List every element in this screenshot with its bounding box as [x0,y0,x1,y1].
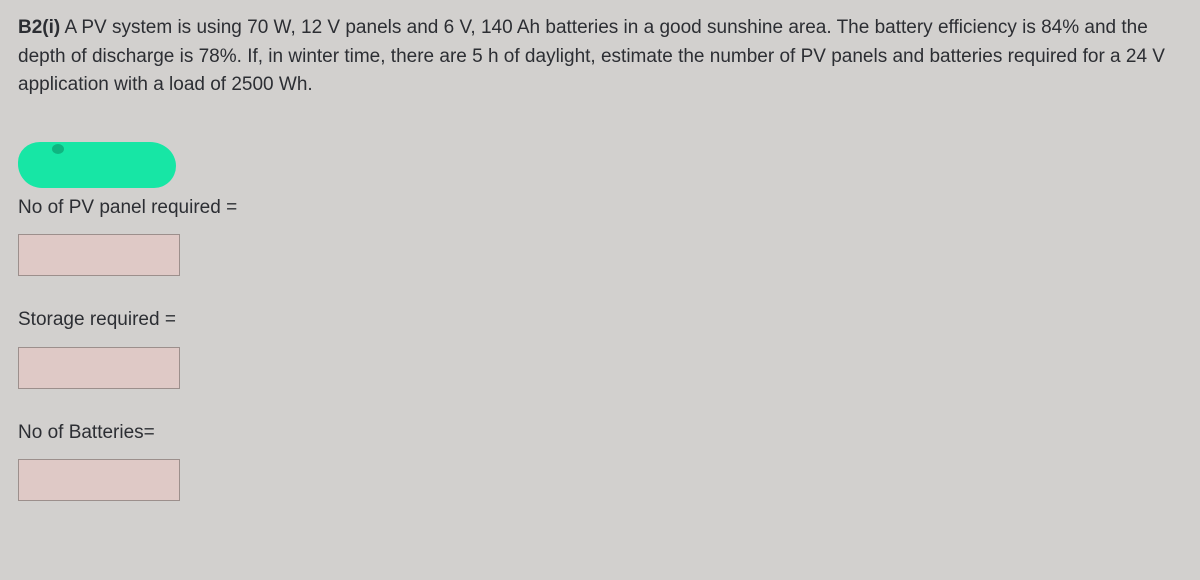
pv-panels-label: No of PV panel required = [18,194,1182,223]
batteries-label: No of Batteries= [18,419,1182,448]
question-body: A PV system is using 70 W, 12 V panels a… [18,17,1165,95]
question-text: B2(i) A PV system is using 70 W, 12 V pa… [18,14,1182,100]
field-storage: Storage required = [18,306,1182,389]
field-pv-panels: No of PV panel required = [18,194,1182,277]
redaction-mark [18,142,176,188]
storage-input[interactable] [18,347,180,389]
question-label: B2(i) [18,17,60,38]
batteries-input[interactable] [18,459,180,501]
pv-panels-input[interactable] [18,234,180,276]
storage-label: Storage required = [18,306,1182,335]
field-batteries: No of Batteries= [18,419,1182,502]
